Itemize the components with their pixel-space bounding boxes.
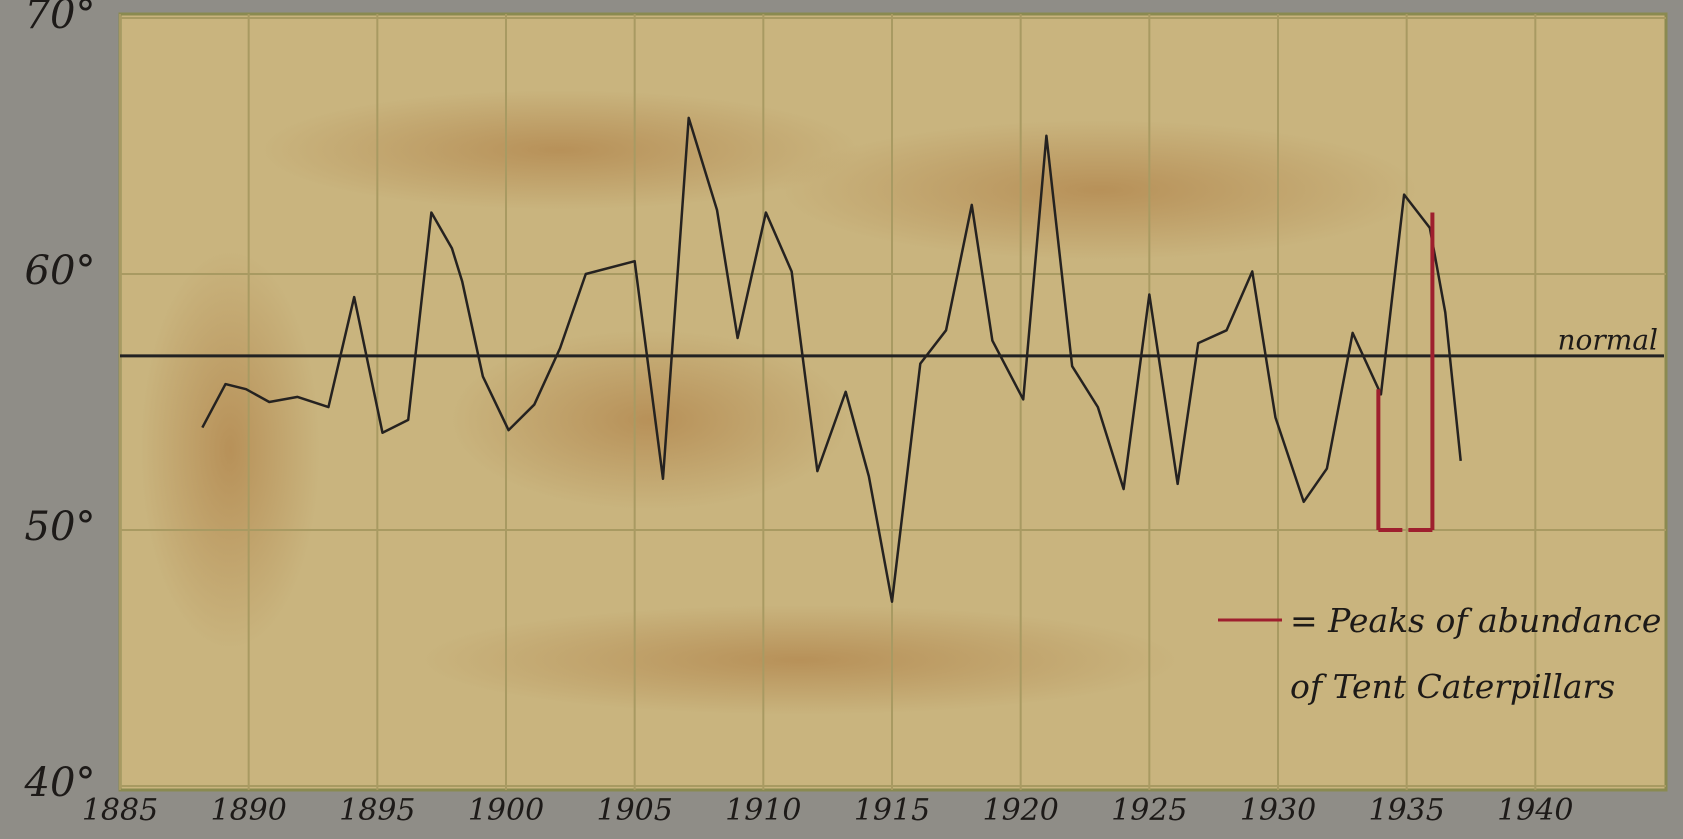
stain xyxy=(780,120,1420,260)
stain xyxy=(260,90,860,210)
y-tick-label: 40° xyxy=(24,760,96,806)
y-tick-label: 70° xyxy=(25,0,96,38)
y-tick-label: 50° xyxy=(25,504,96,550)
y-tick-label: 60° xyxy=(25,248,96,294)
x-tick-label: 1915 xyxy=(854,793,930,828)
chart: normal 188518901895190019051910191519201… xyxy=(0,0,1683,839)
x-tick-label: 1900 xyxy=(468,793,544,828)
x-tick-label: 1930 xyxy=(1240,793,1316,828)
x-tick-label: 1940 xyxy=(1497,793,1573,828)
x-tick-label: 1935 xyxy=(1368,793,1444,828)
x-tick-label: 1890 xyxy=(210,793,286,828)
stain xyxy=(420,605,1180,715)
x-tick-label: 1910 xyxy=(725,793,801,828)
normal-label: normal xyxy=(1558,324,1658,357)
stain xyxy=(140,250,320,650)
legend-label: = Peaks of abundance of Tent Caterpillar… xyxy=(1290,588,1670,720)
x-tick-label: 1925 xyxy=(1111,793,1187,828)
x-tick-label: 1905 xyxy=(596,793,672,828)
x-tick-label: 1920 xyxy=(982,793,1058,828)
x-tick-label: 1895 xyxy=(339,793,415,828)
